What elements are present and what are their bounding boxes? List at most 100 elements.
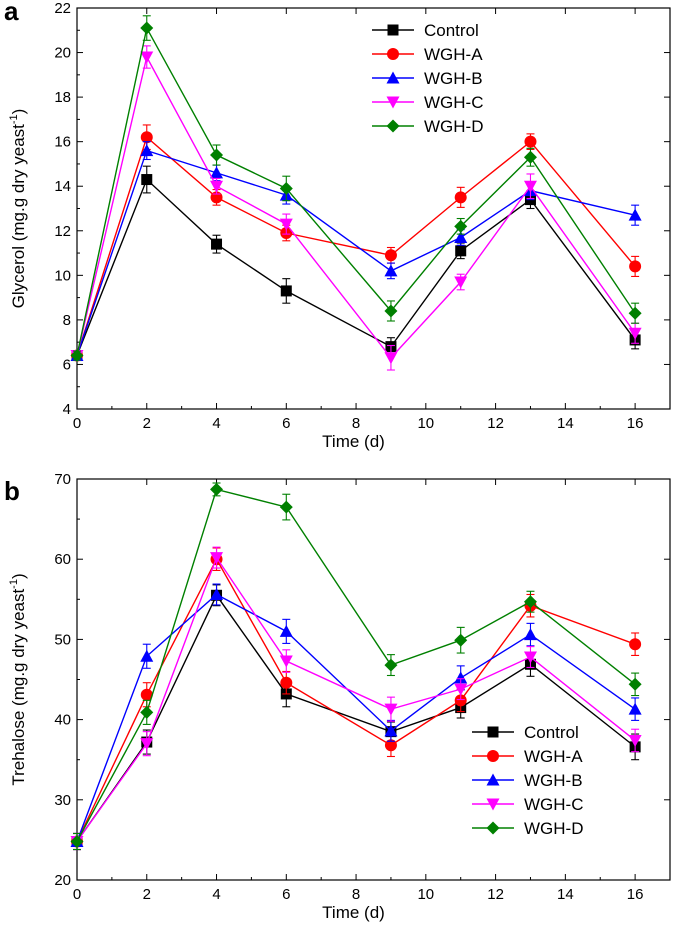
data-point xyxy=(140,649,154,662)
data-point xyxy=(279,500,293,514)
data-point xyxy=(279,218,293,231)
x-tick-label: 0 xyxy=(73,415,81,432)
x-tick-label: 8 xyxy=(352,415,360,432)
data-point xyxy=(280,676,293,689)
data-point xyxy=(454,191,467,204)
x-tick-label: 12 xyxy=(487,886,504,903)
panel-label: a xyxy=(4,0,19,26)
x-tick-label: 8 xyxy=(352,886,360,903)
y-tick-label: 8 xyxy=(63,312,71,329)
data-point xyxy=(524,135,537,148)
legend-label: WGH-B xyxy=(424,69,483,88)
data-point xyxy=(384,724,398,737)
legend-marker xyxy=(487,750,499,762)
data-point xyxy=(210,482,224,496)
glycerol-chart: 0 2 4 6 8 10 12 14 16 4 6 8 10 12 14 16 18 20 22 a Time (d) G… xyxy=(4,0,671,451)
data-point xyxy=(384,658,398,672)
data-point xyxy=(455,245,467,257)
series-line xyxy=(76,557,636,842)
y-tick-label: 14 xyxy=(54,178,71,195)
data-point xyxy=(454,671,468,684)
series-line xyxy=(76,488,636,842)
y-tick-label: 22 xyxy=(54,0,71,17)
x-tick-label: 2 xyxy=(143,415,151,432)
x-tick-label: 16 xyxy=(627,415,644,432)
legend-label: WGH-A xyxy=(524,747,583,766)
y-tick-label: 20 xyxy=(54,872,71,889)
trehalose-chart: 0 2 4 6 8 10 12 14 16 20 30 40 50 60 70 b Time (d) Trehal… xyxy=(4,471,671,922)
x-tick-label: 10 xyxy=(417,886,434,903)
panel-label: b xyxy=(4,476,20,506)
legend-marker xyxy=(387,48,399,60)
x-tick-label: 14 xyxy=(557,886,574,903)
data-point xyxy=(140,688,153,701)
y-axis-title-main: Trehalose (mg.g dry yeast xyxy=(9,589,28,786)
y-tick-label: 60 xyxy=(54,551,71,568)
legend-label: WGH-C xyxy=(524,795,583,814)
data-point xyxy=(140,51,154,64)
data-point xyxy=(140,144,154,157)
y-axis-title-superscript: -1 xyxy=(8,579,20,589)
series-line xyxy=(76,593,636,842)
x-tick-label: 0 xyxy=(73,886,81,903)
legend-label: Control xyxy=(524,723,579,742)
series-wgh-a xyxy=(71,124,642,362)
y-tick-label: 6 xyxy=(63,356,71,373)
y-axis-title-main: Glycerol (mg.g dry yeast xyxy=(9,124,28,308)
legend-label: WGH-C xyxy=(424,93,483,112)
x-tick-label: 12 xyxy=(487,415,504,432)
y-tick-label: 20 xyxy=(54,45,71,62)
legend-marker xyxy=(386,119,400,133)
data-point xyxy=(279,624,293,637)
legend: Control WGH-A WGH-B WGH-C WGH-D xyxy=(372,21,483,136)
x-tick-label: 4 xyxy=(212,886,220,903)
data-point xyxy=(628,208,642,221)
series-line xyxy=(76,55,636,359)
series-line xyxy=(76,593,636,842)
data-point xyxy=(454,230,468,243)
data-point xyxy=(141,174,153,186)
y-tick-label: 40 xyxy=(54,712,71,729)
data-point xyxy=(70,835,84,849)
series-wgh-d xyxy=(70,15,642,363)
data-point xyxy=(210,148,224,162)
x-tick-label: 14 xyxy=(557,415,574,432)
x-tick-label: 16 xyxy=(627,886,644,903)
data-point xyxy=(523,180,537,193)
data-point xyxy=(628,734,642,747)
legend-marker xyxy=(487,726,499,738)
x-tick-label: 6 xyxy=(282,886,290,903)
data-point xyxy=(384,703,398,716)
series-line xyxy=(76,26,636,356)
y-tick-label: 18 xyxy=(54,89,71,106)
legend-marker xyxy=(387,24,399,36)
y-axis-title-close: ) xyxy=(9,573,28,579)
series-line xyxy=(76,135,636,356)
data-point xyxy=(280,285,292,297)
legend-label: WGH-D xyxy=(424,117,483,136)
legend-marker xyxy=(486,821,500,835)
data-point xyxy=(384,739,397,752)
data-point xyxy=(454,276,468,289)
data-point xyxy=(454,694,467,707)
y-axis-title: Glycerol (mg.g dry yeast-1) xyxy=(8,109,28,309)
data-point xyxy=(384,264,398,277)
legend-label: WGH-B xyxy=(524,771,583,790)
legend-label: WGH-D xyxy=(524,819,583,838)
x-tick-label: 10 xyxy=(417,415,434,432)
data-point xyxy=(279,655,293,668)
data-point xyxy=(628,327,642,340)
data-point xyxy=(384,304,398,318)
data-point xyxy=(140,738,154,751)
series-wgh-c xyxy=(70,45,642,371)
data-point xyxy=(523,150,537,164)
data-point xyxy=(523,595,537,609)
series-wgh-d xyxy=(70,482,642,851)
data-point xyxy=(140,21,154,35)
data-point xyxy=(210,166,224,179)
x-axis-title: Time (d) xyxy=(322,903,385,922)
data-point xyxy=(279,181,293,195)
y-tick-label: 70 xyxy=(54,471,71,488)
legend: Control WGH-A WGH-B WGH-C WGH-D xyxy=(472,723,583,838)
legend-marker xyxy=(386,71,400,84)
